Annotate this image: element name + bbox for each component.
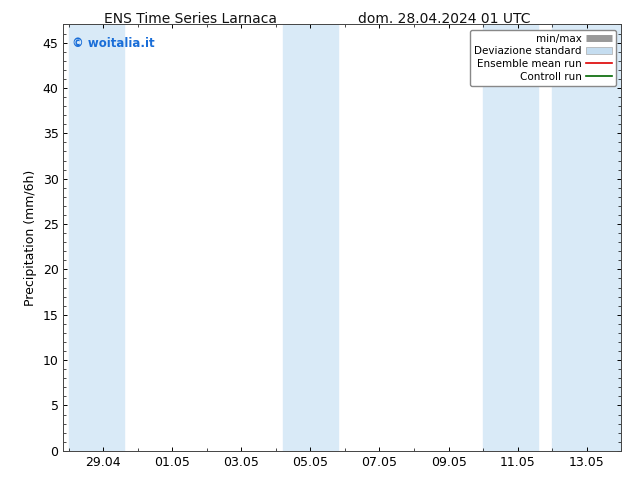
Bar	[68, 24, 124, 451]
Text: © woitalia.it: © woitalia.it	[72, 37, 155, 50]
Bar	[552, 24, 621, 451]
Bar	[283, 24, 338, 451]
Text: ENS Time Series Larnaca: ENS Time Series Larnaca	[104, 12, 276, 26]
Text: dom. 28.04.2024 01 UTC: dom. 28.04.2024 01 UTC	[358, 12, 530, 26]
Bar	[483, 24, 538, 451]
Y-axis label: Precipitation (mm/6h): Precipitation (mm/6h)	[24, 170, 37, 306]
Legend: min/max, Deviazione standard, Ensemble mean run, Controll run: min/max, Deviazione standard, Ensemble m…	[470, 30, 616, 86]
